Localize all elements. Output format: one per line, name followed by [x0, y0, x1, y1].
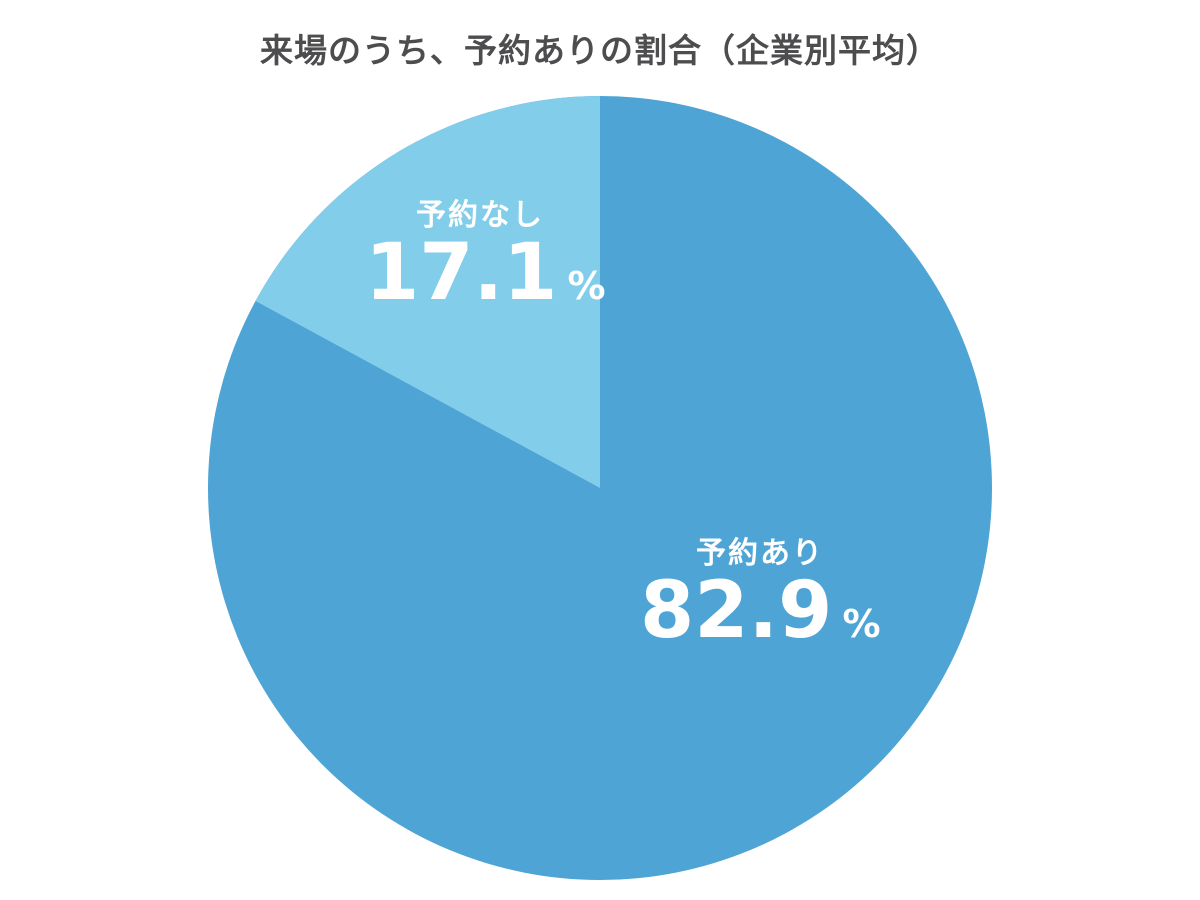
label-not-reserved: 予約なし 17.1% — [365, 190, 606, 312]
label-name: 予約なし — [416, 198, 544, 233]
label-unit: % — [567, 264, 606, 308]
slice-not-reserved — [255, 96, 600, 488]
label-value: 82.9 — [640, 566, 833, 656]
label-value: 17.1 — [365, 228, 558, 318]
chart-title: 来場のうち、予約ありの割合（企業別平均） — [260, 31, 940, 70]
label-unit: % — [842, 602, 881, 646]
label-name: 予約あり — [696, 536, 824, 571]
label-reserved: 予約あり 82.9% — [640, 528, 881, 650]
